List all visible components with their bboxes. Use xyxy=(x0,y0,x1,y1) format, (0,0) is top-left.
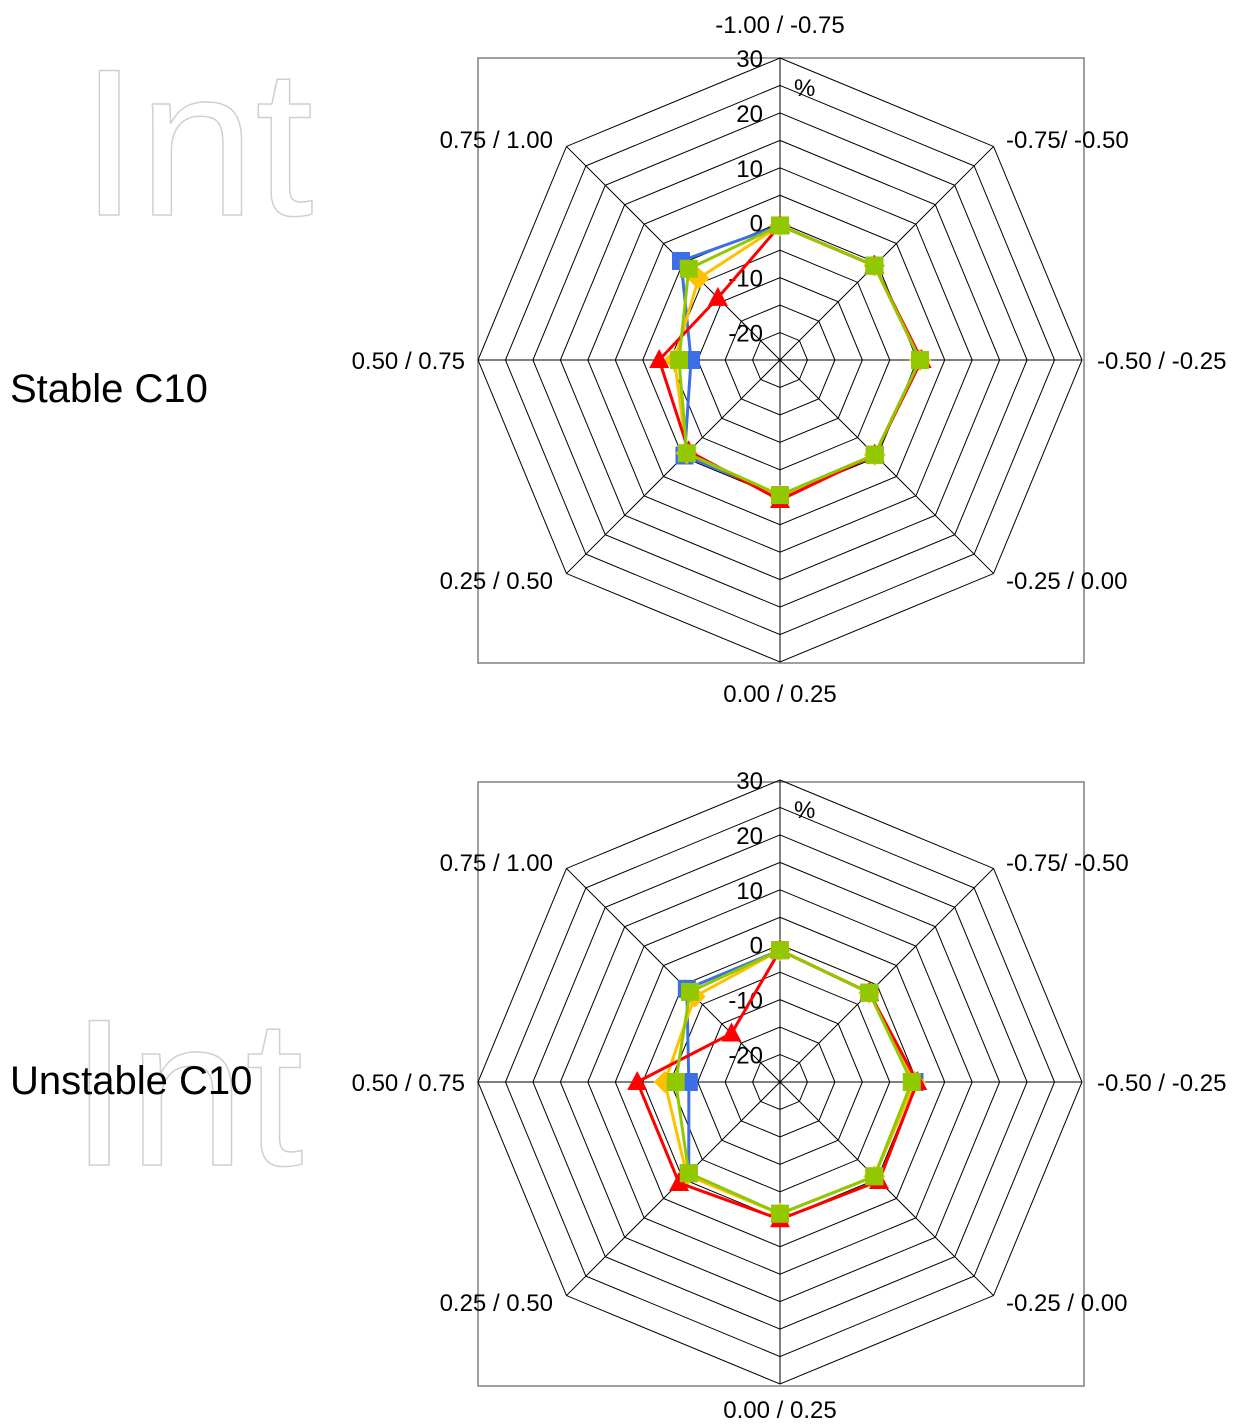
data-point-marker xyxy=(771,1204,789,1223)
category-label: -0.50 / -0.25 xyxy=(1097,348,1226,375)
category-label: -1.00 / -0.75 xyxy=(715,12,844,39)
data-point-marker xyxy=(771,216,789,235)
radial-tick-label: 0 xyxy=(750,211,763,238)
series-4 xyxy=(666,941,921,1223)
category-label: 0.00 / 0.25 xyxy=(723,1397,836,1424)
svg-text:Int: Int xyxy=(70,975,303,1210)
radial-tick-label: 30 xyxy=(736,46,763,73)
data-point-marker xyxy=(860,983,879,1002)
radial-tick-label: 20 xyxy=(736,101,763,128)
category-label: 0.50 / 0.75 xyxy=(352,1070,465,1097)
category-label: 0.00 / 0.25 xyxy=(723,681,836,708)
category-label: -0.75/ -0.50 xyxy=(1006,127,1129,154)
data-point-marker xyxy=(669,1171,690,1191)
data-point-marker xyxy=(677,444,696,463)
data-point-marker xyxy=(865,256,884,275)
grid-spoke xyxy=(566,359,781,574)
data-point-marker xyxy=(666,1073,685,1091)
svg-text:Int: Int xyxy=(80,25,313,260)
data-point-marker xyxy=(902,1073,921,1091)
category-label: 0.25 / 0.50 xyxy=(440,1290,553,1317)
data-point-marker xyxy=(649,349,670,368)
grid-spoke xyxy=(566,868,781,1083)
data-point-marker xyxy=(911,351,930,369)
unit-label: % xyxy=(794,75,815,102)
plot-frame xyxy=(477,781,1085,1387)
grid-spoke xyxy=(779,868,994,1083)
watermark: Int Int xyxy=(69,24,314,1211)
radial-tick-label: -20 xyxy=(728,1043,763,1070)
radial-tick-label: 30 xyxy=(736,768,763,795)
unit-label: % xyxy=(794,797,815,824)
category-label: -0.25 / 0.00 xyxy=(1006,568,1127,595)
category-label: 0.75 / 1.00 xyxy=(440,850,553,877)
data-point-marker xyxy=(721,1022,742,1042)
category-label: 0.75 / 1.00 xyxy=(440,127,553,154)
radial-tick-label: -20 xyxy=(728,321,763,348)
category-label: -0.50 / -0.25 xyxy=(1097,1070,1226,1097)
data-point-marker xyxy=(627,1071,648,1090)
radial-tick-label: 10 xyxy=(736,878,763,905)
radial-tick-label: 10 xyxy=(736,156,763,183)
category-label: 0.25 / 0.50 xyxy=(440,568,553,595)
series-4 xyxy=(669,216,930,505)
data-point-marker xyxy=(865,445,884,464)
data-point-marker xyxy=(771,486,789,505)
data-point-marker xyxy=(679,259,698,278)
category-label: -0.75/ -0.50 xyxy=(1006,850,1129,877)
radar-grid xyxy=(477,779,1083,1385)
category-label: 0.50 / 0.75 xyxy=(352,348,465,375)
radial-tick-label: 0 xyxy=(750,933,763,960)
category-label: -0.25 / 0.00 xyxy=(1006,1290,1127,1317)
chart-title: Unstable C10 xyxy=(10,1059,252,1103)
chart-title: Stable C10 xyxy=(10,367,208,411)
data-point-marker xyxy=(771,941,789,960)
radar-grid xyxy=(477,57,1083,663)
data-point-marker xyxy=(679,1164,698,1183)
data-point-marker xyxy=(865,1167,884,1186)
data-point-marker xyxy=(669,351,688,369)
data-point-marker xyxy=(680,982,699,1001)
radial-tick-label: 20 xyxy=(736,823,763,850)
grid-spoke xyxy=(779,146,994,361)
grid-spoke xyxy=(779,359,994,574)
data-point-marker xyxy=(707,286,728,306)
